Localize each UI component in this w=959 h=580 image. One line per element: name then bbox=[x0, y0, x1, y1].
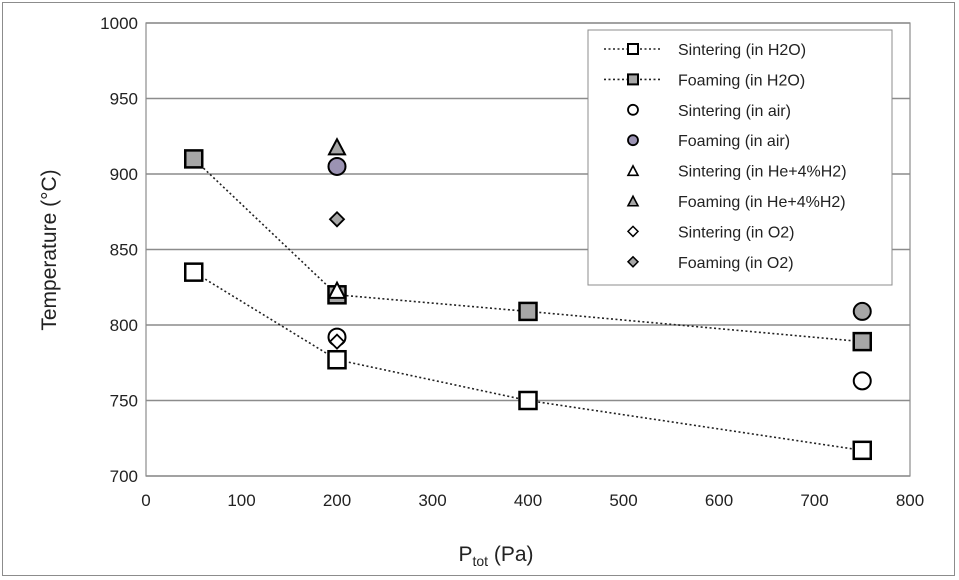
data-point bbox=[852, 331, 872, 352]
data-point bbox=[184, 149, 204, 169]
legend-label: Foaming (in H2O) bbox=[678, 72, 805, 89]
data-point bbox=[327, 349, 347, 370]
series-line bbox=[193, 158, 863, 343]
plot-area bbox=[145, 22, 911, 477]
legend-label: Foaming (in He+4%H2) bbox=[678, 194, 846, 211]
legend-marker bbox=[626, 164, 640, 177]
legend-label: Foaming (in O2) bbox=[678, 255, 794, 272]
x-axis-title-unit: (Pa) bbox=[488, 543, 534, 566]
legend-item: Sintering (in H2O) bbox=[604, 42, 806, 59]
x-tick-label: 800 bbox=[896, 491, 924, 510]
legend-marker bbox=[626, 255, 640, 268]
legend-marker bbox=[627, 103, 639, 116]
data-point bbox=[518, 301, 538, 322]
data-point bbox=[852, 371, 872, 391]
legend-item: Foaming (in O2) bbox=[626, 255, 794, 272]
legend-label: Foaming (in air) bbox=[678, 133, 790, 150]
y-tick-labels: 700 750 800 850 900 950 1000 bbox=[100, 14, 138, 486]
data-point bbox=[327, 280, 347, 299]
data-point bbox=[852, 440, 872, 461]
y-tick-label: 700 bbox=[110, 467, 138, 486]
y-tick-label: 750 bbox=[110, 392, 138, 411]
legend-item: Foaming (in air) bbox=[627, 133, 790, 150]
x-tick-labels: 0 100 200 300 400 500 600 700 800 bbox=[141, 491, 924, 510]
data-point bbox=[328, 333, 346, 350]
y-tick-label: 800 bbox=[110, 316, 138, 335]
x-tick-label: 300 bbox=[418, 491, 446, 510]
legend-marker bbox=[627, 43, 639, 55]
legend-label: Sintering (in air) bbox=[678, 103, 791, 120]
x-axis-title-main: P bbox=[458, 543, 472, 566]
legend: Sintering (in H2O) Foaming (in H2O) Sinter… bbox=[587, 29, 893, 286]
x-tick-label: 600 bbox=[705, 491, 733, 510]
legend-marker bbox=[626, 194, 640, 207]
legend-item: Foaming (in He+4%H2) bbox=[626, 194, 846, 211]
data-point bbox=[328, 211, 346, 228]
y-tick-label: 900 bbox=[110, 165, 138, 184]
x-tick-label: 400 bbox=[514, 491, 542, 510]
y-tick-label: 1000 bbox=[100, 14, 138, 33]
x-axis-title: Ptot (Pa) bbox=[458, 543, 533, 569]
legend-marker bbox=[626, 225, 640, 238]
data-point bbox=[184, 262, 204, 282]
y-tick-label: 850 bbox=[110, 241, 138, 260]
legend-item: Sintering (in air) bbox=[627, 103, 791, 120]
legend-label: Sintering (in He+4%H2) bbox=[678, 164, 847, 181]
legend-item: Sintering (in He+4%H2) bbox=[626, 164, 847, 181]
legend-label: Sintering (in H2O) bbox=[678, 42, 806, 59]
series-line bbox=[193, 271, 863, 452]
series-lines bbox=[193, 158, 863, 452]
x-tick-label: 0 bbox=[141, 491, 150, 510]
data-points bbox=[184, 137, 872, 461]
x-tick-label: 500 bbox=[609, 491, 637, 510]
legend-marker bbox=[627, 134, 639, 147]
data-point bbox=[327, 137, 347, 156]
y-axis-title: Temperature (°C) bbox=[38, 169, 61, 330]
legend-item: Sintering (in O2) bbox=[626, 224, 795, 241]
legend-box bbox=[587, 29, 893, 286]
legend-marker bbox=[627, 73, 639, 86]
x-tick-label: 700 bbox=[800, 491, 828, 510]
y-tick-label: 950 bbox=[110, 90, 138, 109]
data-point bbox=[518, 390, 538, 411]
x-tick-label: 200 bbox=[323, 491, 351, 510]
x-axis-title-subscript: tot bbox=[472, 553, 488, 569]
legend-item: Foaming (in H2O) bbox=[604, 72, 805, 89]
data-point bbox=[327, 156, 347, 176]
legend-label: Sintering (in O2) bbox=[678, 224, 795, 241]
x-tick-label: 100 bbox=[227, 491, 255, 510]
data-point bbox=[852, 301, 872, 321]
